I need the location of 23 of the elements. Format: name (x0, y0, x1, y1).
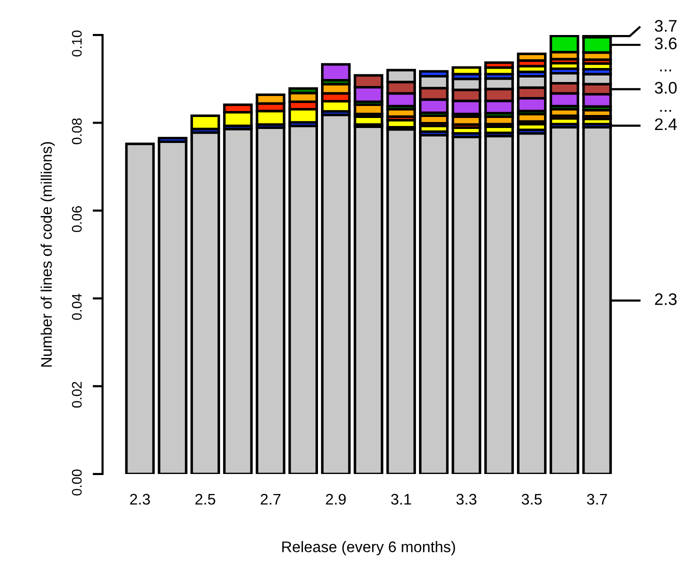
legend-label: 3.0 (654, 82, 677, 94)
text: ... (660, 110, 672, 112)
y-tick-label: 0.02 (72, 382, 82, 408)
legend-label: 3.7 (654, 20, 677, 32)
y-axis-title: Number of lines of code (millions) (40, 142, 55, 367)
legend-label: 3.6 (654, 38, 677, 50)
y-tick-label: 0.10 (72, 30, 82, 56)
x-tick-label: 3.3 (456, 494, 476, 505)
y-tick-label: 0.06 (72, 206, 82, 232)
x-tick-label: 3.5 (522, 494, 542, 505)
y-tick-label: 0.04 (72, 294, 82, 320)
y-tick-label: 0.08 (72, 118, 82, 144)
x-tick-label: 2.9 (326, 494, 346, 505)
x-tick-label: 2.5 (195, 494, 216, 505)
legend-label: 2.4 (655, 118, 677, 130)
x-tick-label: 3.1 (391, 494, 412, 505)
text: ... (660, 70, 672, 72)
x-tick-label: 2.7 (260, 494, 280, 505)
x-tick-label: 3.7 (587, 494, 607, 505)
y-tick-label: 0.00 (72, 470, 82, 496)
x-tick-label: 2.3 (130, 494, 150, 505)
legend-label: 2.3 (655, 293, 677, 306)
x-axis-title: Release (every 6 months) (282, 541, 456, 556)
